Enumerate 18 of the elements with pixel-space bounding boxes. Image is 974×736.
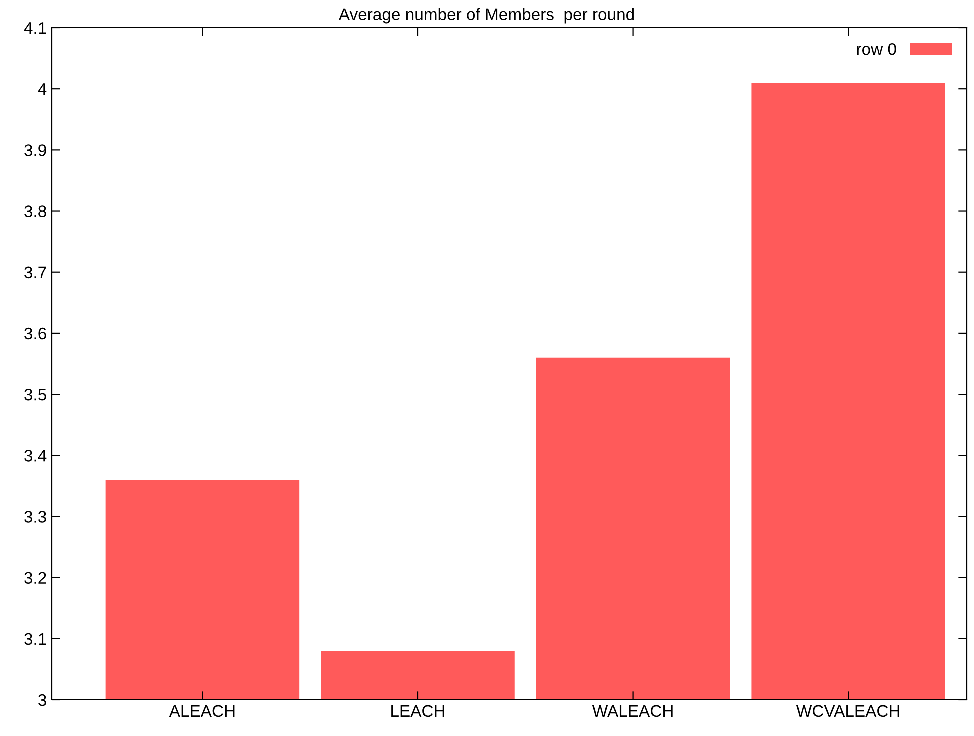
y-tick-label: 3.2 (24, 572, 46, 584)
y-tick-label: 3.5 (24, 388, 46, 401)
legend-label: row 0 (857, 43, 896, 56)
y-tick-label: 3.9 (24, 144, 46, 156)
y-tick-label: 3.8 (24, 206, 46, 218)
y-tick-label: 3.7 (24, 266, 46, 279)
y-tick-label: 4 (38, 84, 47, 96)
y-tick-label: 3.6 (24, 328, 46, 340)
x-tick-label: WCVALEACH (796, 705, 900, 718)
y-tick-label: 3.3 (24, 511, 46, 523)
y-tick-label: 3.1 (24, 633, 46, 646)
chart-title: Average number of Members per round (338, 8, 634, 24)
y-tick-label: 4.1 (24, 22, 46, 34)
x-tick-label: WALEACH (592, 705, 673, 718)
x-tick-label: LEACH (392, 705, 444, 718)
y-tick-label: 3.4 (24, 450, 47, 462)
y-tick-label: 3 (38, 694, 46, 706)
x-tick-label: ALEACH (169, 705, 235, 718)
